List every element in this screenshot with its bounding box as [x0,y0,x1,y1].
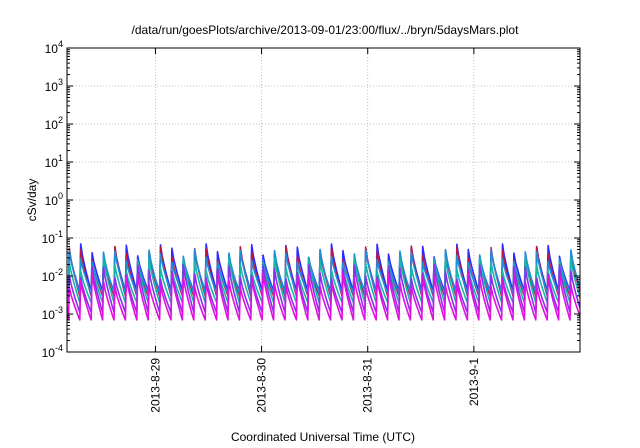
x-tick-label: 2013-8-30 [255,358,269,413]
x-tick-label: 2013-8-29 [148,358,162,413]
x-tick-label: 2013-9-1 [467,358,481,406]
y-tick-label: 101 [45,153,63,170]
y-tick-label: 100 [45,191,63,208]
y-tick-label: 104 [45,39,63,56]
y-tick-label: 10-4 [42,343,63,360]
x-tick-label: 2013-8-31 [361,358,375,413]
y-tick-label: 10-2 [42,267,63,284]
chart-title: /data/run/goesPlots/archive/2013-09-01/2… [132,23,520,37]
x-axis: 2013-8-29 2013-8-30 2013-8-31 2013-9-1 [148,48,481,413]
series-line [67,272,580,321]
y-tick-label: 103 [45,77,63,94]
y-tick-label: 102 [45,115,63,132]
y-axis-label: cSv/day [25,179,39,222]
series-lines [67,243,580,321]
y-tick-label: 10-1 [42,229,63,246]
y-tick-label: 10-3 [42,305,63,322]
x-axis-label: Coordinated Universal Time (UTC) [231,430,415,444]
